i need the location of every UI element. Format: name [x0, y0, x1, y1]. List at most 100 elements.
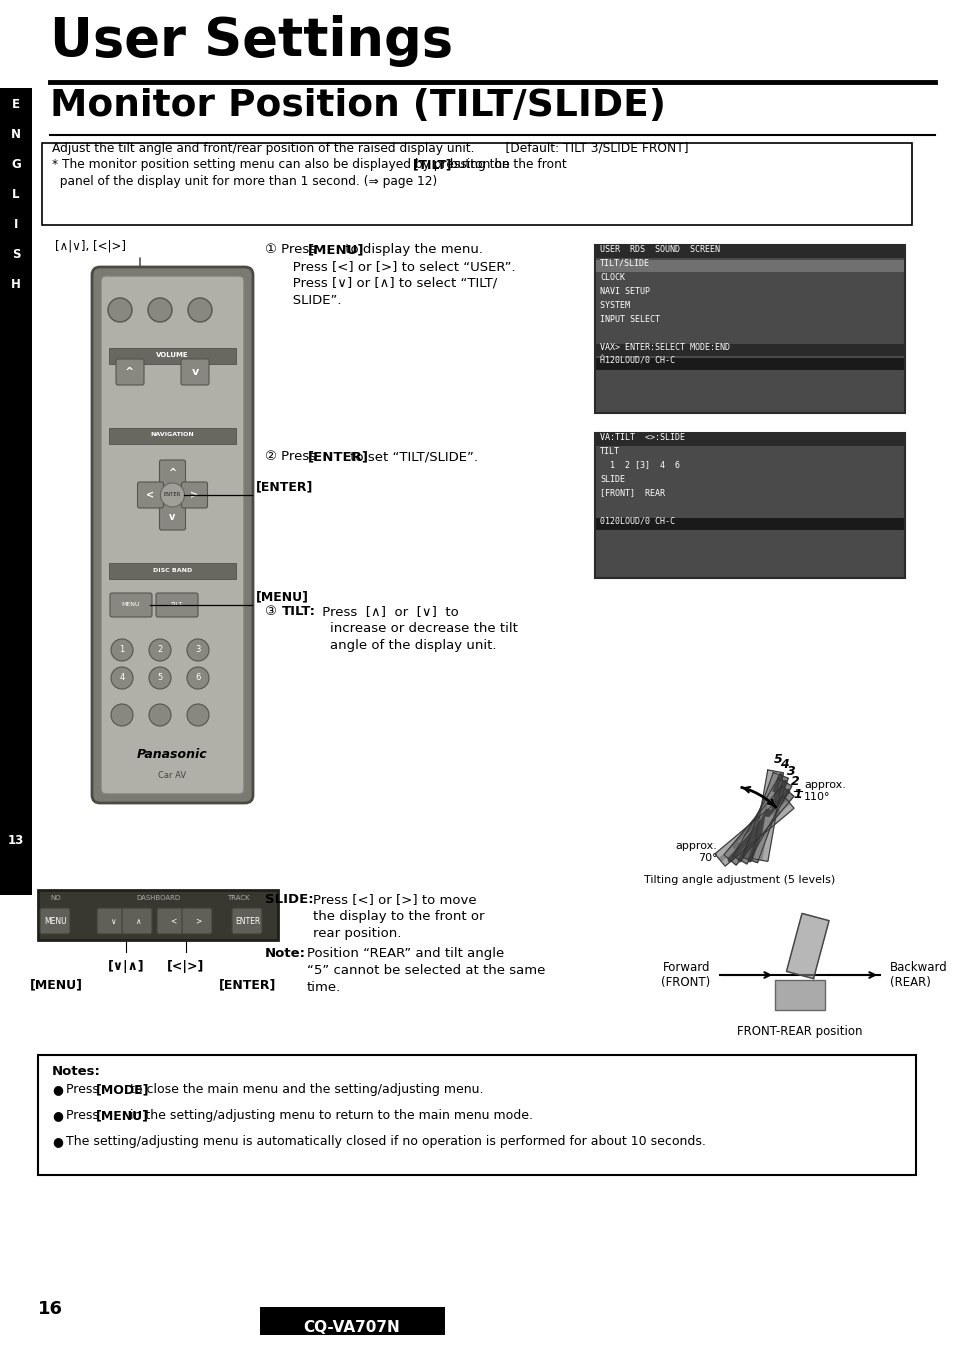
FancyBboxPatch shape — [595, 246, 904, 413]
Text: button on the front: button on the front — [446, 158, 566, 171]
Text: to display the menu.: to display the menu. — [340, 243, 482, 256]
Text: v: v — [192, 367, 198, 376]
Text: FRONT-REAR position: FRONT-REAR position — [737, 1025, 862, 1037]
Text: NAVI SETUP: NAVI SETUP — [599, 286, 649, 295]
Text: INPUT SELECT: INPUT SELECT — [599, 314, 659, 324]
Polygon shape — [751, 770, 782, 862]
Text: [ENTER]: [ENTER] — [219, 978, 276, 992]
Text: SLIDE: SLIDE — [599, 475, 624, 483]
FancyBboxPatch shape — [109, 563, 235, 579]
Text: increase or decrease the tilt: increase or decrease the tilt — [330, 622, 517, 635]
Text: DASHBOARD: DASHBOARD — [135, 894, 180, 901]
Text: time.: time. — [307, 981, 341, 994]
Text: G: G — [11, 158, 21, 171]
Text: ENTER: ENTER — [164, 492, 181, 498]
Text: ENTER: ENTER — [235, 916, 260, 925]
FancyBboxPatch shape — [181, 359, 209, 384]
Text: rear position.: rear position. — [313, 927, 401, 940]
Text: [ENTER]: [ENTER] — [308, 451, 369, 463]
Text: [∨|∧]: [∨|∧] — [108, 960, 144, 973]
Text: TILT: TILT — [599, 447, 619, 456]
FancyBboxPatch shape — [38, 890, 277, 940]
Text: Tilting angle adjustment (5 levels): Tilting angle adjustment (5 levels) — [643, 876, 835, 885]
Text: [TILT]: [TILT] — [413, 158, 451, 171]
Text: >: > — [191, 490, 198, 500]
FancyBboxPatch shape — [38, 1055, 915, 1175]
Text: MENU: MENU — [45, 916, 68, 925]
FancyBboxPatch shape — [596, 434, 903, 447]
FancyBboxPatch shape — [596, 518, 903, 530]
Text: <: < — [170, 916, 176, 925]
Text: [<|>]: [<|>] — [167, 960, 205, 973]
Circle shape — [148, 298, 172, 322]
FancyBboxPatch shape — [181, 482, 208, 509]
Text: Press  [∧]  or  [∨]  to: Press [∧] or [∨] to — [317, 604, 458, 618]
Text: CQ-VA707N: CQ-VA707N — [303, 1321, 400, 1336]
Circle shape — [149, 704, 171, 726]
Text: ●: ● — [52, 1135, 63, 1148]
Polygon shape — [723, 786, 793, 865]
Text: TRACK: TRACK — [227, 894, 249, 901]
FancyBboxPatch shape — [596, 260, 903, 272]
FancyBboxPatch shape — [0, 88, 32, 894]
Text: angle of the display unit.: angle of the display unit. — [330, 639, 496, 652]
Text: [MENU]: [MENU] — [308, 243, 364, 256]
Polygon shape — [785, 913, 828, 978]
Text: 2: 2 — [157, 646, 162, 654]
FancyBboxPatch shape — [137, 482, 163, 509]
Text: panel of the display unit for more than 1 second. (⇒ page 12): panel of the display unit for more than … — [52, 175, 436, 188]
Circle shape — [108, 298, 132, 322]
Text: SYSTEM: SYSTEM — [599, 301, 649, 309]
Text: NO: NO — [51, 894, 61, 901]
Text: 5: 5 — [157, 673, 162, 683]
FancyBboxPatch shape — [97, 908, 127, 934]
FancyBboxPatch shape — [159, 505, 185, 530]
Text: L: L — [12, 189, 20, 201]
Circle shape — [188, 298, 212, 322]
Text: Car AV: Car AV — [158, 770, 187, 780]
Text: [∧|∨], [<|>]: [∧|∨], [<|>] — [55, 240, 126, 254]
Text: 3: 3 — [195, 646, 200, 654]
Text: Press: Press — [66, 1109, 103, 1122]
Text: Forward
(FRONT): Forward (FRONT) — [660, 960, 709, 989]
Text: in the setting/adjusting menu to return to the main menu mode.: in the setting/adjusting menu to return … — [126, 1109, 533, 1122]
FancyBboxPatch shape — [109, 428, 235, 444]
Text: SLIDE:: SLIDE: — [265, 893, 314, 907]
Text: USER  RDS  SOUND  SCREEN: USER RDS SOUND SCREEN — [599, 244, 720, 254]
Circle shape — [111, 666, 132, 689]
Text: [FRONT]  REAR: [FRONT] REAR — [599, 488, 664, 498]
Text: ∧: ∧ — [135, 916, 141, 925]
Circle shape — [149, 639, 171, 661]
Text: Note:: Note: — [265, 947, 306, 960]
Text: 1  2 [3]  4  6: 1 2 [3] 4 6 — [599, 460, 679, 469]
Text: VAX> ENTER:SELECT MODE:END: VAX> ENTER:SELECT MODE:END — [599, 343, 729, 352]
Text: 5: 5 — [773, 753, 781, 766]
Text: Press [∨] or [∧] to select “TILT/: Press [∨] or [∧] to select “TILT/ — [280, 277, 497, 290]
FancyBboxPatch shape — [91, 267, 253, 803]
Text: The setting/adjusting menu is automatically closed if no operation is performed : The setting/adjusting menu is automatica… — [66, 1135, 705, 1148]
Text: ^: ^ — [125, 367, 134, 376]
Text: S: S — [11, 248, 20, 262]
Text: “5” cannot be selected at the same: “5” cannot be selected at the same — [307, 965, 545, 977]
Text: 13: 13 — [8, 834, 24, 847]
Polygon shape — [741, 773, 787, 863]
FancyBboxPatch shape — [596, 344, 903, 356]
FancyBboxPatch shape — [596, 357, 903, 370]
Text: VA:TILT  <>:SLIDE: VA:TILT <>:SLIDE — [599, 433, 684, 441]
Text: 1: 1 — [119, 646, 125, 654]
Text: 4: 4 — [119, 673, 125, 683]
FancyBboxPatch shape — [156, 594, 198, 616]
FancyBboxPatch shape — [157, 908, 187, 934]
Text: Notes:: Notes: — [52, 1064, 101, 1078]
Text: Press [<] or [>] to select “USER”.: Press [<] or [>] to select “USER”. — [280, 260, 515, 272]
Text: 6: 6 — [195, 673, 200, 683]
Text: ∨: ∨ — [111, 916, 115, 925]
Text: E: E — [12, 98, 20, 112]
Text: ^: ^ — [169, 468, 176, 478]
Text: [MODE]: [MODE] — [96, 1083, 150, 1095]
Text: I: I — [13, 219, 18, 232]
Text: ② Press: ② Press — [265, 451, 320, 463]
Polygon shape — [714, 796, 793, 866]
FancyBboxPatch shape — [116, 359, 144, 384]
Text: VOLUME: VOLUME — [156, 352, 189, 357]
